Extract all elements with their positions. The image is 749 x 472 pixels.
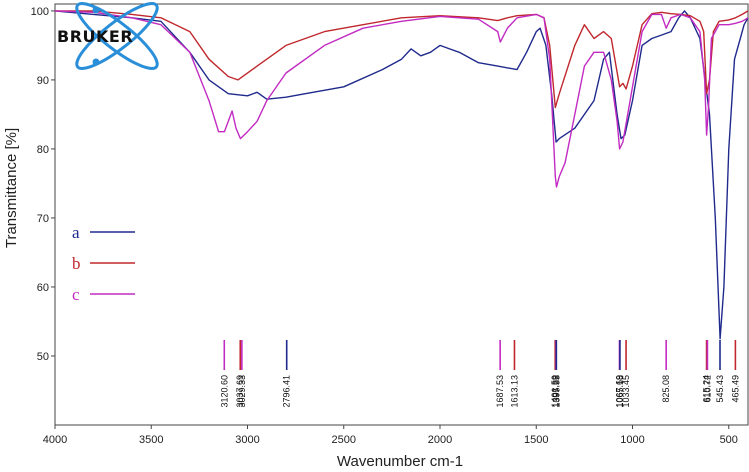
peak-label-545.43: 545.43 [715,375,725,403]
peak-label-1033.45: 1033.45 [621,375,631,408]
peak-label-3037.69: 3037.69 [235,375,245,408]
x-tick-label-1500: 1500 [524,434,548,446]
x-tick-label-3000: 3000 [235,434,259,446]
logo-node-bottom [92,58,100,66]
peak-label-1687.53: 1687.53 [495,375,505,408]
series-layer [54,10,749,340]
x-axis: 4000 3500 3000 2500 2000 1500 1000 500 [43,425,738,446]
legend-label-a: a [72,223,80,242]
peak-label-1397.22: 1397.22 [551,375,561,408]
logo-orbit-2 [75,2,159,70]
peak-label-615.24: 615.24 [702,375,712,403]
series-line-c [54,10,749,188]
x-tick-label-500: 500 [720,434,738,446]
series-line-b [55,10,749,109]
x-axis-title: Wavenumber cm-1 [337,453,463,470]
y-axis-title: Transmittance [%] [3,128,20,248]
peak-label-1067.69: 1067.69 [615,375,625,408]
peak-label-3029.33: 3029.33 [237,375,247,408]
y-tick-label-80: 80 [37,144,49,156]
peak-label-1613.13: 1613.13 [510,375,520,408]
y-tick-label-50: 50 [37,351,49,363]
y-axis: 50 60 70 80 90 100 [31,6,55,363]
x-tick-label-2500: 2500 [332,434,356,446]
bruker-logo: BRUKER [57,2,159,70]
legend: abc [72,223,135,304]
peak-label-2796.41: 2796.41 [282,375,292,408]
peak-label-465.49: 465.49 [730,375,740,403]
peak-label-1401.59: 1401.59 [550,375,560,408]
peak-label-825.08: 825.08 [661,375,671,403]
y-tick-label-70: 70 [37,213,49,225]
x-tick-label-2000: 2000 [428,434,452,446]
y-tick-label-100: 100 [31,6,49,18]
x-tick-label-4000: 4000 [43,434,67,446]
logo-text: BRUKER [57,27,133,46]
logo-node-top [92,6,100,14]
legend-label-b: b [72,254,81,273]
y-tick-label-60: 60 [37,282,49,294]
y-tick-label-90: 90 [37,75,49,87]
peak-label-1065.18: 1065.18 [615,375,625,408]
legend-label-c: c [72,285,80,304]
peak-label-610.72: 610.72 [702,375,712,403]
series-line-a [54,10,749,340]
x-tick-label-1000: 1000 [620,434,644,446]
peak-label-1395.55: 1395.55 [551,375,561,408]
plot-frame [54,3,749,426]
x-tick-label-3500: 3500 [139,434,163,446]
logo-orbit-1 [75,2,159,70]
peak-label-3120.60: 3120.60 [219,375,229,408]
